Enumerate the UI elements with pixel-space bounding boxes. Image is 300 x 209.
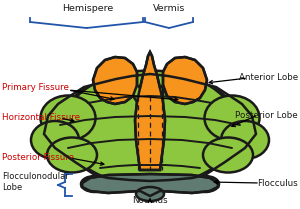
Ellipse shape (47, 138, 97, 172)
Polygon shape (108, 178, 192, 190)
Ellipse shape (81, 176, 109, 192)
Text: Flocculus: Flocculus (257, 178, 298, 187)
Ellipse shape (181, 177, 203, 191)
Ellipse shape (136, 187, 164, 201)
Text: Horizontal Fissure: Horizontal Fissure (2, 113, 80, 122)
Ellipse shape (191, 176, 219, 192)
Ellipse shape (205, 96, 260, 140)
Text: Anterior Lobe: Anterior Lobe (239, 74, 298, 83)
Ellipse shape (221, 121, 269, 159)
Ellipse shape (62, 70, 238, 186)
Text: Flocculonodular
Lobe: Flocculonodular Lobe (2, 172, 69, 192)
Polygon shape (82, 174, 218, 196)
Text: Primary Fissure: Primary Fissure (2, 84, 69, 93)
Text: Posterior Fissure: Posterior Fissure (2, 153, 74, 163)
Ellipse shape (203, 138, 253, 172)
Ellipse shape (31, 121, 79, 159)
Text: Vermis: Vermis (153, 4, 185, 13)
Polygon shape (50, 72, 250, 180)
Text: Nodulus: Nodulus (132, 196, 168, 205)
Text: Posterior Lobe: Posterior Lobe (236, 111, 298, 120)
Ellipse shape (107, 177, 193, 191)
Polygon shape (235, 115, 260, 148)
Ellipse shape (97, 177, 119, 191)
Polygon shape (163, 57, 207, 104)
Polygon shape (135, 52, 165, 170)
Polygon shape (40, 115, 65, 148)
Polygon shape (93, 57, 137, 104)
Text: Hemispere: Hemispere (62, 4, 114, 13)
Ellipse shape (40, 96, 95, 140)
